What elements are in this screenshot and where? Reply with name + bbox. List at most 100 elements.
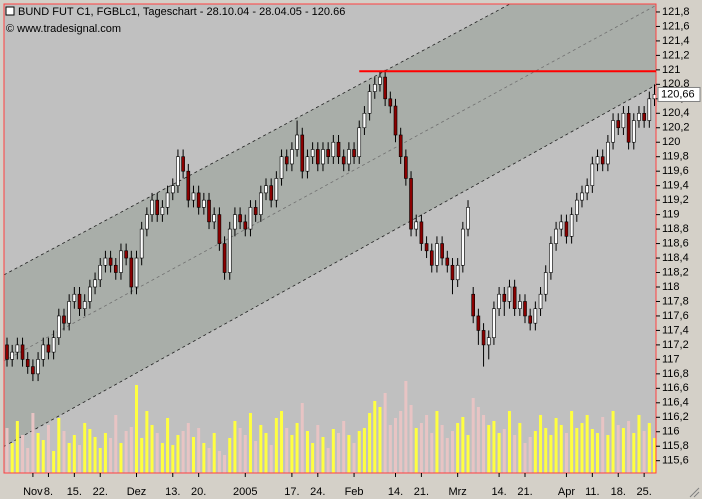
candle-body bbox=[574, 199, 579, 215]
candle-body bbox=[616, 120, 621, 129]
volume-bar bbox=[388, 425, 392, 473]
candle-body bbox=[595, 156, 600, 165]
volume-bar bbox=[642, 431, 646, 473]
candle-body bbox=[523, 301, 527, 317]
y-tick-label: 118 bbox=[662, 281, 680, 293]
candle-body bbox=[564, 221, 569, 237]
volume-bar bbox=[507, 411, 511, 473]
candle-body bbox=[103, 257, 108, 266]
candle-body bbox=[461, 228, 465, 266]
candle-body bbox=[471, 293, 476, 317]
candle-body bbox=[481, 330, 486, 346]
volume-bar bbox=[223, 455, 227, 473]
volume-bar bbox=[394, 418, 397, 473]
volume-bar bbox=[430, 433, 434, 473]
candle-body bbox=[233, 214, 237, 230]
candle-body bbox=[181, 156, 185, 172]
candle-body bbox=[67, 301, 71, 324]
candle-body bbox=[393, 105, 398, 136]
y-tick-label: 119,6 bbox=[662, 165, 689, 177]
candle-body bbox=[108, 257, 113, 266]
volume-bar bbox=[171, 445, 175, 473]
volume-bar bbox=[528, 437, 532, 473]
volume-bar bbox=[373, 401, 377, 473]
volume-bar bbox=[544, 428, 548, 473]
candle-body bbox=[321, 149, 325, 165]
candle-body bbox=[621, 112, 626, 129]
volume-bar bbox=[145, 411, 149, 473]
volume-bar bbox=[331, 429, 335, 473]
y-tick-label: 116,4 bbox=[662, 397, 689, 409]
candle-body bbox=[31, 366, 35, 375]
candle-body bbox=[559, 221, 564, 230]
candle-body bbox=[160, 207, 165, 215]
volume-bar bbox=[98, 448, 102, 473]
candle-body bbox=[134, 257, 139, 288]
candle-body bbox=[383, 76, 387, 100]
volume-bar bbox=[425, 415, 429, 473]
candle-body bbox=[36, 359, 40, 375]
x-tick-label: 2005 bbox=[233, 486, 257, 498]
volume-bar bbox=[243, 435, 247, 473]
x-tick-label: 11. bbox=[585, 486, 599, 498]
x-tick-label: 8. bbox=[44, 486, 53, 498]
volume-bar bbox=[160, 443, 164, 473]
volume-bar bbox=[88, 429, 92, 473]
y-tick-label: 121,2 bbox=[662, 49, 690, 61]
y-tick-label: 120,4 bbox=[662, 107, 690, 119]
candle-body bbox=[165, 192, 170, 208]
candle-body bbox=[486, 337, 491, 346]
volume-bar bbox=[264, 433, 268, 473]
last-price-label: 120,66 bbox=[661, 88, 695, 100]
candle-body bbox=[93, 279, 97, 288]
candle-body bbox=[238, 214, 242, 223]
volume-bar bbox=[217, 451, 221, 473]
candle-body bbox=[46, 344, 51, 353]
volume-bar bbox=[513, 435, 517, 473]
volume-bar bbox=[186, 423, 190, 473]
volume-bar bbox=[124, 431, 128, 473]
candle-body bbox=[227, 228, 232, 273]
volume-bar bbox=[466, 435, 470, 473]
volume-bar bbox=[596, 433, 600, 473]
candle-body bbox=[217, 214, 222, 244]
y-tick-label: 117,6 bbox=[662, 310, 689, 322]
candle-body bbox=[264, 185, 268, 194]
candle-body bbox=[450, 264, 455, 281]
y-tick-label: 121,4 bbox=[662, 35, 690, 47]
y-tick-label: 121,8 bbox=[662, 6, 690, 18]
candle-body bbox=[20, 344, 25, 360]
volume-bar bbox=[181, 431, 185, 473]
candle-body bbox=[212, 214, 216, 223]
volume-bar bbox=[316, 425, 320, 473]
candle-body bbox=[341, 156, 346, 165]
candle-body bbox=[611, 120, 615, 143]
candle-body bbox=[77, 293, 82, 310]
volume-bar bbox=[36, 433, 40, 473]
volume-bar bbox=[575, 428, 579, 473]
volume-bar bbox=[362, 428, 366, 473]
candle-body bbox=[549, 243, 553, 273]
volume-bar bbox=[300, 403, 304, 473]
chart-title: BUND FUT C1, FGBLc1, Tageschart - 28.10.… bbox=[18, 6, 345, 18]
candle-body bbox=[528, 315, 532, 324]
volume-bar bbox=[259, 425, 263, 473]
plot-border bbox=[3, 3, 657, 474]
y-tick-label: 119,4 bbox=[662, 180, 689, 192]
volume-bar bbox=[269, 445, 273, 473]
candle-body bbox=[388, 98, 393, 107]
candle-body bbox=[88, 286, 92, 302]
volume-bar bbox=[78, 445, 82, 473]
candle-body bbox=[41, 344, 46, 360]
volume-bar bbox=[31, 413, 35, 473]
candle-body bbox=[372, 84, 377, 92]
candle-body bbox=[580, 192, 584, 201]
candle-body bbox=[476, 315, 481, 331]
channel-line bbox=[4, 5, 656, 362]
volume-bar bbox=[67, 443, 71, 473]
volume-bar bbox=[83, 423, 87, 473]
candle-body bbox=[652, 94, 656, 100]
candle-body bbox=[533, 308, 538, 324]
candle-body bbox=[113, 264, 118, 273]
volume-bar bbox=[41, 440, 45, 473]
